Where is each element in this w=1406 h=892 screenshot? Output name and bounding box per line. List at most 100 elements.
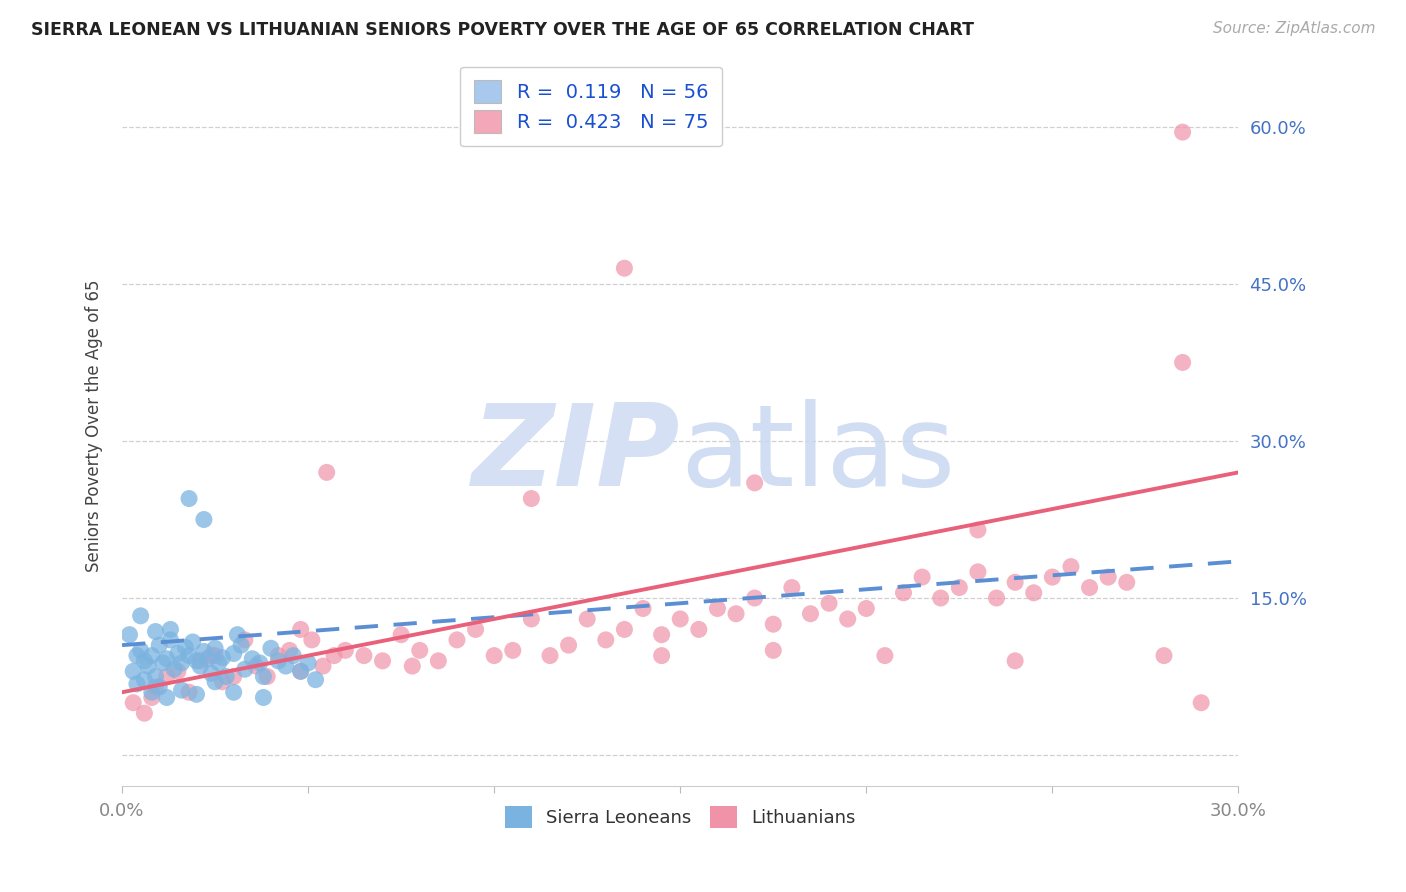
Point bbox=[252, 669, 274, 683]
Legend: Sierra Leoneans, Lithuanians: Sierra Leoneans, Lithuanians bbox=[498, 798, 863, 835]
Point bbox=[371, 654, 394, 668]
Point bbox=[152, 656, 174, 670]
Point bbox=[651, 648, 673, 663]
Point bbox=[631, 601, 654, 615]
Point bbox=[688, 623, 710, 637]
Point bbox=[222, 685, 245, 699]
Point bbox=[1060, 559, 1083, 574]
Point bbox=[1153, 648, 1175, 663]
Point bbox=[1040, 570, 1063, 584]
Point bbox=[141, 648, 163, 663]
Point bbox=[186, 654, 208, 668]
Point bbox=[211, 650, 233, 665]
Point bbox=[145, 624, 167, 639]
Point bbox=[1004, 654, 1026, 668]
Point bbox=[725, 607, 748, 621]
Point bbox=[222, 669, 245, 683]
Point bbox=[245, 659, 267, 673]
Point bbox=[538, 648, 561, 663]
Point bbox=[148, 638, 170, 652]
Point bbox=[290, 623, 312, 637]
Point bbox=[595, 632, 617, 647]
Y-axis label: Seniors Poverty Over the Age of 65: Seniors Poverty Over the Age of 65 bbox=[86, 279, 103, 572]
Point bbox=[267, 654, 290, 668]
Point bbox=[134, 706, 156, 721]
Point bbox=[744, 591, 766, 605]
Point bbox=[181, 635, 204, 649]
Point bbox=[290, 665, 312, 679]
Point bbox=[576, 612, 599, 626]
Point bbox=[197, 652, 219, 666]
Point bbox=[315, 466, 337, 480]
Point bbox=[893, 586, 915, 600]
Point bbox=[986, 591, 1008, 605]
Point bbox=[283, 648, 305, 663]
Point bbox=[177, 491, 200, 506]
Point bbox=[200, 666, 222, 681]
Point bbox=[446, 632, 468, 647]
Point bbox=[520, 491, 543, 506]
Point bbox=[204, 641, 226, 656]
Point bbox=[145, 669, 167, 683]
Point bbox=[174, 640, 197, 655]
Point bbox=[297, 656, 319, 670]
Point bbox=[156, 690, 179, 705]
Point bbox=[193, 644, 215, 658]
Point bbox=[188, 659, 211, 673]
Point bbox=[304, 673, 326, 687]
Point bbox=[1171, 355, 1194, 369]
Point bbox=[170, 656, 193, 670]
Text: ZIP: ZIP bbox=[472, 399, 681, 509]
Point bbox=[141, 690, 163, 705]
Point bbox=[200, 648, 222, 663]
Point bbox=[204, 648, 226, 663]
Point bbox=[188, 654, 211, 668]
Point bbox=[401, 659, 423, 673]
Point bbox=[233, 632, 256, 647]
Point bbox=[208, 656, 231, 670]
Point bbox=[148, 680, 170, 694]
Point bbox=[744, 475, 766, 490]
Point bbox=[520, 612, 543, 626]
Point bbox=[855, 601, 877, 615]
Point bbox=[145, 680, 167, 694]
Point bbox=[967, 523, 990, 537]
Point bbox=[233, 662, 256, 676]
Point bbox=[290, 665, 312, 679]
Point bbox=[353, 648, 375, 663]
Point bbox=[1171, 125, 1194, 139]
Point bbox=[141, 685, 163, 699]
Point bbox=[122, 665, 145, 679]
Point bbox=[464, 623, 486, 637]
Point bbox=[260, 641, 283, 656]
Point bbox=[193, 512, 215, 526]
Point bbox=[186, 687, 208, 701]
Point bbox=[967, 565, 990, 579]
Point bbox=[335, 643, 357, 657]
Point bbox=[177, 685, 200, 699]
Text: SIERRA LEONEAN VS LITHUANIAN SENIORS POVERTY OVER THE AGE OF 65 CORRELATION CHAR: SIERRA LEONEAN VS LITHUANIAN SENIORS POV… bbox=[31, 21, 974, 39]
Point bbox=[125, 648, 148, 663]
Point bbox=[669, 612, 692, 626]
Point bbox=[613, 623, 636, 637]
Point bbox=[278, 643, 301, 657]
Point bbox=[873, 648, 896, 663]
Point bbox=[706, 601, 728, 615]
Point bbox=[167, 647, 190, 661]
Point bbox=[651, 628, 673, 642]
Point bbox=[159, 623, 181, 637]
Point bbox=[1004, 575, 1026, 590]
Point bbox=[167, 665, 190, 679]
Point bbox=[222, 647, 245, 661]
Point bbox=[948, 581, 970, 595]
Point bbox=[125, 677, 148, 691]
Point bbox=[762, 643, 785, 657]
Point bbox=[163, 662, 186, 676]
Point bbox=[256, 669, 278, 683]
Text: atlas: atlas bbox=[681, 399, 956, 509]
Point bbox=[837, 612, 859, 626]
Point bbox=[118, 628, 141, 642]
Point bbox=[252, 690, 274, 705]
Point bbox=[323, 648, 346, 663]
Point bbox=[482, 648, 505, 663]
